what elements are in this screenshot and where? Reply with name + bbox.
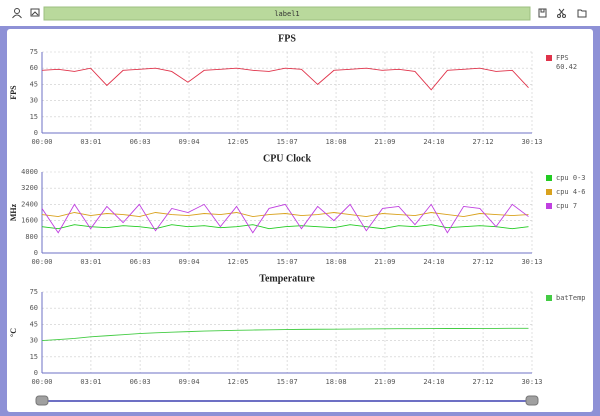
x-tick-label: 00:00 [31,138,52,146]
y-tick-label: 1600 [21,217,38,225]
slider-handle[interactable] [525,395,539,406]
series-line [41,212,529,218]
legend-swatch [546,295,552,301]
y-tick-label: 60 [30,304,38,312]
legend-label: cpu 0-3 [556,174,586,182]
legend-swatch [546,175,552,181]
legend-swatch [546,55,552,61]
x-tick-label: 15:07 [277,258,298,266]
folder-icon[interactable] [577,9,587,18]
x-tick-label: 12:05 [227,258,248,266]
x-tick-label: 27:12 [473,258,494,266]
x-tick-label: 18:08 [326,138,347,146]
legend-summary: 60.42 [556,63,577,71]
chart-panel [7,29,593,412]
x-tick-label: 24:10 [423,378,444,386]
x-tick-label: 06:03 [130,138,151,146]
legend-label: cpu 7 [556,202,577,210]
legend-swatch [546,203,552,209]
x-tick-label: 09:04 [178,258,199,266]
x-tick-label: 09:04 [178,378,199,386]
x-tick-label: 06:03 [130,258,151,266]
x-tick-label: 00:00 [31,258,52,266]
x-tick-label: 03:01 [80,138,101,146]
x-tick-label: 30:13 [521,138,542,146]
label-box [43,6,531,21]
y-tick-label: 60 [30,64,38,72]
series-line [41,67,529,91]
cut-icon[interactable] [557,8,566,18]
y-tick-label: 75 [30,48,38,56]
x-tick-label: 30:13 [521,378,542,386]
x-tick-label: 27:12 [473,138,494,146]
x-tick-label: 03:01 [80,258,101,266]
save-icon[interactable] [538,8,547,18]
y-tick-label: 0 [34,369,38,377]
x-tick-label: 09:04 [178,138,199,146]
chart-title: Temperature [259,273,315,284]
y-tick-label: 45 [30,80,38,88]
legend-swatch [546,189,552,195]
chart-title: CPU Clock [263,153,311,164]
legend-label: cpu 4-6 [556,188,586,196]
x-tick-label: 21:09 [374,258,395,266]
x-tick-label: 15:07 [277,138,298,146]
y-tick-label: 75 [30,288,38,296]
y-axis-label: MHz [9,203,18,221]
legend-label: FPS [556,54,569,62]
y-axis-label: FPS [9,85,18,100]
x-tick-label: 24:10 [423,138,444,146]
y-tick-label: 30 [30,97,38,105]
y-tick-label: 3200 [21,184,38,192]
x-tick-label: 15:07 [277,378,298,386]
chart-title: FPS [278,33,296,44]
x-tick-label: 24:10 [423,258,444,266]
y-tick-label: 45 [30,320,38,328]
x-tick-label: 21:09 [374,138,395,146]
y-tick-label: 800 [25,233,38,241]
legend-label: batTemp [556,294,586,302]
series-line [41,203,529,234]
x-tick-label: 12:05 [227,378,248,386]
toolbar-label: label1 [274,10,299,18]
series-line [41,224,529,230]
y-tick-label: 15 [30,353,38,361]
x-tick-label: 18:08 [326,258,347,266]
y-axis-label: °C [9,328,18,337]
y-tick-label: 4000 [21,168,38,176]
x-tick-label: 30:13 [521,258,542,266]
x-tick-label: 06:03 [130,378,151,386]
image-icon[interactable] [30,8,40,17]
y-tick-label: 30 [30,337,38,345]
x-tick-label: 00:00 [31,378,52,386]
y-tick-label: 0 [34,129,38,137]
x-tick-label: 18:08 [326,378,347,386]
x-tick-label: 12:05 [227,138,248,146]
user-icon[interactable] [12,8,22,19]
x-tick-label: 03:01 [80,378,101,386]
slider-handle[interactable] [35,395,49,406]
y-tick-label: 0 [34,249,38,257]
y-tick-label: 2400 [21,200,38,208]
series-line [41,327,529,342]
x-tick-label: 21:09 [374,378,395,386]
x-tick-label: 27:12 [473,378,494,386]
y-tick-label: 15 [30,113,38,121]
